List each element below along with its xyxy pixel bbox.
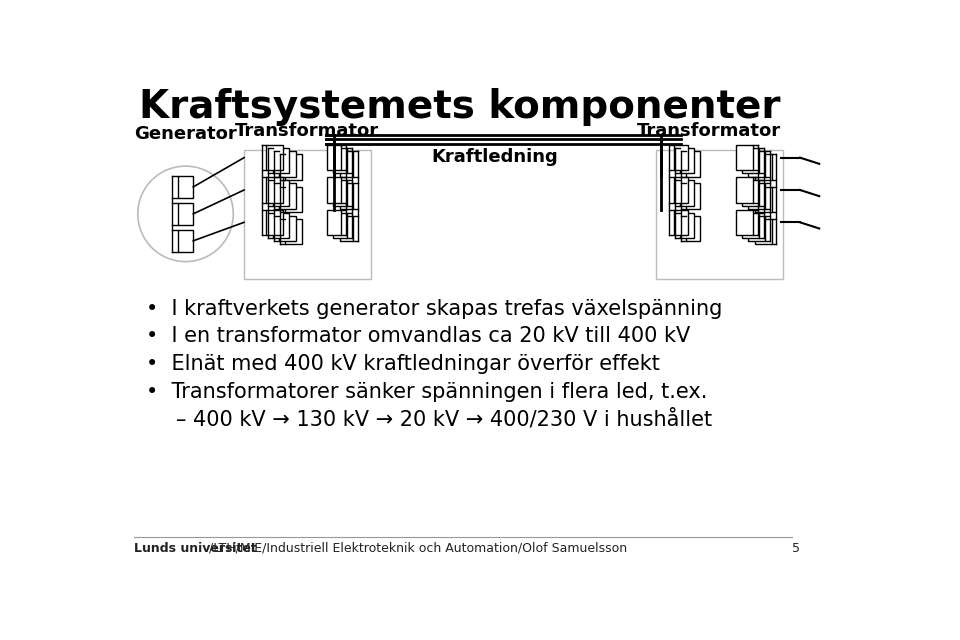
- Bar: [278, 216, 296, 241]
- Bar: [273, 148, 290, 173]
- Bar: [327, 210, 341, 235]
- Bar: [742, 148, 759, 173]
- Text: •  I kraftverkets generator skapas trefas växelspänning: • I kraftverkets generator skapas trefas…: [146, 298, 722, 319]
- Bar: [178, 230, 193, 252]
- Bar: [749, 184, 765, 209]
- Text: •  I en transformator omvandlas ca 20 kV till 400 kV: • I en transformator omvandlas ca 20 kV …: [146, 326, 689, 346]
- Bar: [273, 180, 290, 206]
- Text: /LTH/MIE/Industriell Elektroteknik och Automation/Olof Samuelsson: /LTH/MIE/Industriell Elektroteknik och A…: [208, 542, 627, 555]
- Bar: [674, 177, 687, 203]
- Bar: [749, 216, 765, 241]
- Bar: [736, 145, 753, 170]
- Bar: [266, 145, 283, 170]
- Circle shape: [138, 166, 233, 262]
- Bar: [178, 203, 193, 225]
- Text: Kraftledning: Kraftledning: [431, 148, 558, 166]
- Text: Transformator: Transformator: [637, 122, 781, 140]
- Bar: [755, 219, 772, 244]
- Bar: [755, 186, 772, 212]
- Bar: [736, 177, 753, 203]
- Bar: [742, 212, 759, 238]
- Bar: [674, 145, 687, 170]
- Bar: [266, 177, 283, 203]
- Text: Transformator: Transformator: [235, 122, 379, 140]
- Bar: [285, 219, 301, 244]
- Bar: [340, 151, 353, 177]
- Bar: [278, 184, 296, 209]
- Bar: [755, 154, 772, 180]
- Bar: [680, 148, 694, 173]
- Text: •  Transformatorer sänker spänningen i flera led, t.ex.: • Transformatorer sänker spänningen i fl…: [146, 381, 707, 402]
- Bar: [327, 177, 341, 203]
- Bar: [736, 210, 753, 235]
- Bar: [340, 184, 353, 209]
- Bar: [285, 154, 301, 180]
- Bar: [680, 180, 694, 206]
- Bar: [686, 151, 700, 177]
- Bar: [333, 148, 348, 173]
- Bar: [742, 180, 759, 206]
- Bar: [333, 180, 348, 206]
- Text: Generator: Generator: [134, 125, 237, 143]
- Bar: [327, 145, 341, 170]
- Text: 5: 5: [792, 542, 801, 555]
- Bar: [749, 151, 765, 177]
- Text: Kraftsystemets komponenter: Kraftsystemets komponenter: [139, 88, 780, 126]
- Bar: [333, 212, 348, 238]
- Text: Lunds universitet: Lunds universitet: [134, 542, 256, 555]
- Bar: [278, 151, 296, 177]
- Bar: [680, 212, 694, 238]
- Bar: [273, 212, 290, 238]
- Bar: [686, 184, 700, 209]
- Bar: [285, 186, 301, 212]
- Bar: [178, 176, 193, 198]
- Bar: [266, 210, 283, 235]
- Bar: [686, 216, 700, 241]
- Text: – 400 kV → 130 kV → 20 kV → 400/230 V i hushållet: – 400 kV → 130 kV → 20 kV → 400/230 V i …: [177, 410, 712, 430]
- Bar: [656, 150, 783, 278]
- Bar: [244, 150, 372, 278]
- Bar: [674, 210, 687, 235]
- Text: •  Elnät med 400 kV kraftledningar överför effekt: • Elnät med 400 kV kraftledningar överfö…: [146, 354, 660, 374]
- Bar: [340, 216, 353, 241]
